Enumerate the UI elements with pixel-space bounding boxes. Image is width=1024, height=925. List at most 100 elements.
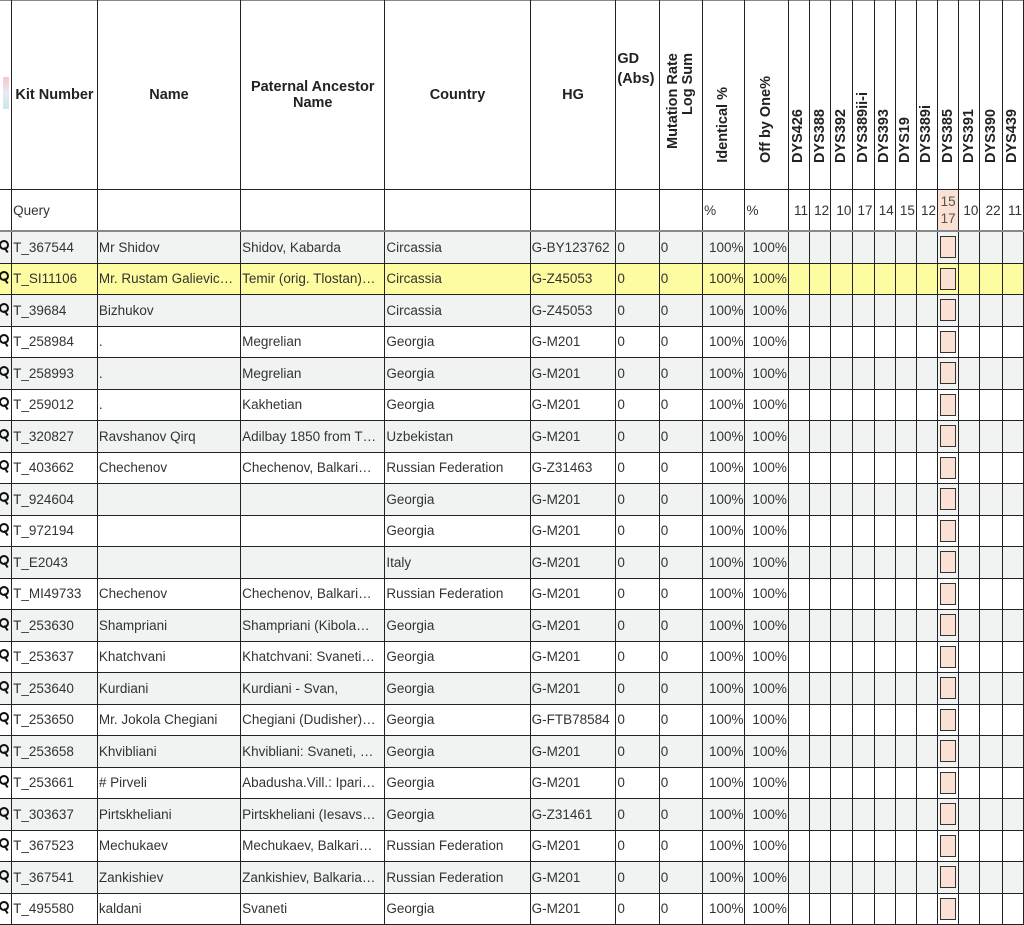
header-dys388[interactable]: DYS388 — [809, 0, 832, 190]
cell-kit[interactable]: T_253658 — [11, 735, 98, 768]
table-row[interactable]: T_367523 Mechukaev Mechukaev, Balkari… Russ… — [0, 829, 1024, 862]
row-details-cell[interactable] — [0, 577, 13, 610]
header-mrls[interactable]: Mutation Rate Log Sum — [658, 0, 704, 190]
row-details-cell[interactable] — [0, 861, 13, 894]
header-dys389ii-i[interactable]: DYS389ii-i — [852, 0, 875, 190]
magnifier-icon[interactable] — [0, 775, 10, 787]
magnifier-icon[interactable] — [0, 680, 10, 693]
table-row[interactable]: T_E2043 Italy G-M201 0 0 100% 100% — [0, 546, 1024, 579]
table-row[interactable]: T_367541 Zankishiev Zankishiev, Balkaria… R… — [0, 861, 1024, 894]
magnifier-icon[interactable] — [0, 365, 10, 378]
cell-kit[interactable]: T_253661 — [11, 766, 98, 799]
cell-kit[interactable]: T_495580 — [11, 892, 98, 925]
header-dys390[interactable]: DYS390 — [979, 0, 1003, 190]
header-name[interactable]: Name — [96, 0, 242, 190]
magnifier-icon[interactable] — [0, 334, 10, 346]
cell-kit[interactable]: T_MI49733 — [11, 577, 98, 610]
cell-kit[interactable]: T_E2043 — [11, 546, 98, 579]
magnifier-icon[interactable] — [0, 901, 10, 913]
table-row[interactable]: T_253640 Kurdiani Kurdiani - Svan, Georgia G… — [0, 672, 1024, 705]
magnifier-icon[interactable] — [0, 586, 10, 598]
magnifier-icon[interactable] — [0, 491, 10, 504]
row-details-cell[interactable] — [0, 388, 13, 421]
header-identical[interactable]: Identical % — [702, 0, 746, 190]
row-details-cell[interactable] — [0, 546, 13, 579]
cell-kit[interactable]: T_367523 — [11, 829, 98, 862]
magnifier-icon[interactable] — [0, 397, 10, 409]
header-offbyone[interactable]: Off by One% — [744, 0, 789, 190]
header-dys393[interactable]: DYS393 — [873, 0, 896, 190]
row-details-cell[interactable] — [0, 766, 13, 799]
row-details-cell[interactable] — [0, 262, 13, 295]
cell-kit[interactable]: T_367541 — [11, 861, 98, 894]
row-details-cell[interactable] — [0, 703, 13, 736]
magnifier-icon[interactable] — [0, 302, 10, 315]
cell-kit[interactable]: T_253630 — [11, 609, 98, 642]
header-dys385[interactable]: DYS385 — [937, 0, 960, 190]
magnifier-icon[interactable] — [0, 523, 10, 535]
table-row[interactable]: T_MI49733 Chechenov Chechenov, Balkari… Rus… — [0, 577, 1024, 610]
magnifier-icon[interactable] — [0, 712, 10, 724]
cell-kit[interactable]: T_253637 — [11, 640, 98, 673]
magnifier-icon[interactable] — [0, 428, 10, 441]
table-row[interactable]: T_253661 # Pirveli Abadusha.Vill.: Ipari… G… — [0, 766, 1024, 799]
table-row[interactable]: T_253658 Khvibliani Khvibliani: Svaneti, …… — [0, 735, 1024, 768]
header-hg[interactable]: HG — [529, 0, 617, 190]
magnifier-icon[interactable] — [0, 239, 10, 252]
row-details-cell[interactable] — [0, 829, 13, 862]
row-details-cell[interactable] — [0, 609, 13, 642]
row-details-cell[interactable] — [0, 514, 13, 547]
header-dys426[interactable]: DYS426 — [787, 0, 811, 190]
table-row[interactable]: T_258984. Megrelian Georgia G-M201 0 0 100% 100… — [0, 325, 1024, 358]
row-details-cell[interactable] — [0, 483, 13, 516]
table-row[interactable]: T_39684 Bizhukov Circassia G-Z45053 0 0 100% 10… — [0, 294, 1024, 327]
table-row[interactable]: T_SI11106 Mr. Rustam Galievic… Temir (orig… — [0, 262, 1024, 295]
row-details-cell[interactable] — [0, 230, 13, 264]
row-details-cell[interactable] — [0, 798, 13, 831]
table-row[interactable]: T_253637 Khatchvani Khatchvani: Svaneti… Ge… — [0, 640, 1024, 673]
header-country[interactable]: Country — [384, 0, 531, 190]
magnifier-icon[interactable] — [0, 838, 10, 850]
header-dys389i[interactable]: DYS389i — [915, 0, 939, 190]
cell-kit[interactable]: T_253640 — [11, 672, 98, 705]
magnifier-icon[interactable] — [0, 554, 10, 567]
row-details-cell[interactable] — [0, 672, 13, 705]
table-row[interactable]: T_972194 Georgia G-M201 0 0 100% 100% — [0, 514, 1024, 547]
header-ancestor[interactable]: Paternal Ancestor Name — [240, 0, 386, 190]
table-row[interactable]: T_253630 Shampriani Shampriani (Kibola… Geo… — [0, 609, 1024, 642]
cell-kit[interactable]: T_320827 — [11, 420, 98, 453]
magnifier-icon[interactable] — [0, 806, 10, 819]
cell-kit[interactable]: T_303637 — [11, 798, 98, 831]
table-row[interactable]: T_367544 Mr Shidov Shidov, Kabarda Circassi… — [0, 230, 1024, 264]
table-row[interactable]: T_259012. Kakhetian Georgia G-M201 0 0 100% 100… — [0, 388, 1024, 421]
table-row[interactable]: T_258993. Megrelian Georgia G-M201 0 0 100% 100… — [0, 357, 1024, 390]
row-details-cell[interactable] — [0, 357, 13, 390]
table-row[interactable]: T_303637 Pirtskheliani Pirtskheliani (Iesa… — [0, 798, 1024, 831]
row-details-cell[interactable] — [0, 325, 13, 358]
cell-kit[interactable]: T_972194 — [11, 514, 98, 547]
magnifier-icon[interactable] — [0, 869, 10, 882]
row-details-cell[interactable] — [0, 294, 13, 327]
header-dys19[interactable]: DYS19 — [894, 0, 917, 190]
row-details-cell[interactable] — [0, 640, 13, 673]
row-details-cell[interactable] — [0, 451, 13, 484]
row-details-cell[interactable] — [0, 735, 13, 768]
cell-kit[interactable]: T_367544 — [11, 230, 98, 264]
table-row[interactable]: T_403662 Chechenov Chechenov, Balkari… Russ… — [0, 451, 1024, 484]
table-row[interactable]: T_253650 Mr. Jokola Chegiani Chegiani (Dud… — [0, 703, 1024, 736]
cell-kit[interactable]: T_259012 — [11, 388, 98, 421]
magnifier-icon[interactable] — [0, 743, 10, 756]
cell-kit[interactable]: T_39684 — [11, 294, 98, 327]
magnifier-icon[interactable] — [0, 271, 10, 283]
cell-kit[interactable]: T_SI11106 — [11, 262, 98, 295]
cell-kit[interactable]: T_924604 — [11, 483, 98, 516]
cell-kit[interactable]: T_403662 — [11, 451, 98, 484]
magnifier-icon[interactable] — [0, 460, 10, 472]
row-details-cell[interactable] — [0, 420, 13, 453]
table-row[interactable]: T_320827 Ravshanov Qirq Adilbay 1850 from … — [0, 420, 1024, 453]
cell-kit[interactable]: T_258984 — [11, 325, 98, 358]
cell-kit[interactable]: T_253650 — [11, 703, 98, 736]
table-row[interactable]: T_924604 Georgia G-M201 0 0 100% 100% — [0, 483, 1024, 516]
row-details-cell[interactable] — [0, 892, 13, 925]
header-dys392[interactable]: DYS392 — [830, 0, 854, 190]
